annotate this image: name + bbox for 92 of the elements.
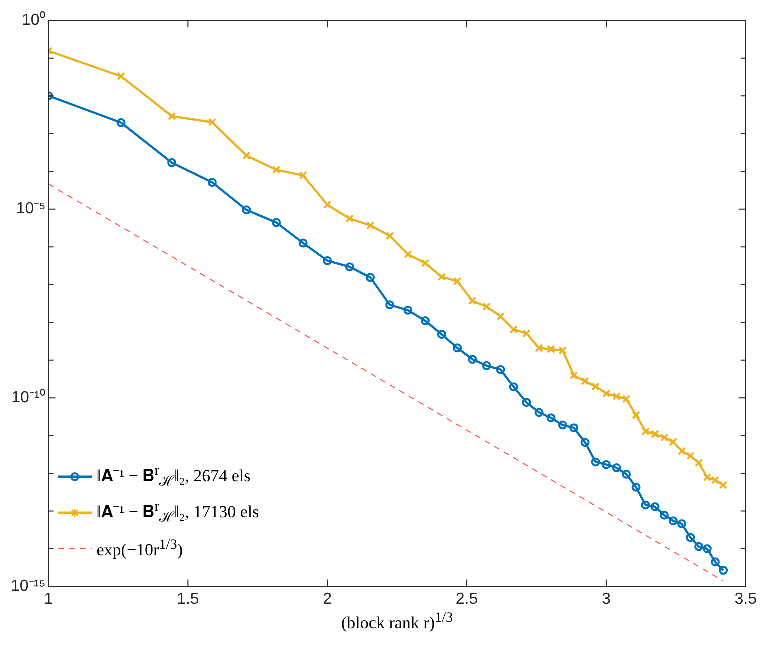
point <box>438 272 446 282</box>
point <box>509 382 518 392</box>
y-tick-label: 10⁻¹⁰ <box>12 388 46 406</box>
point <box>168 158 177 168</box>
point <box>404 306 413 315</box>
point <box>366 221 375 230</box>
point <box>346 214 354 224</box>
point <box>602 390 611 398</box>
point <box>632 482 641 492</box>
point <box>386 232 394 240</box>
point <box>660 510 669 520</box>
point <box>323 200 332 210</box>
point <box>570 372 578 380</box>
point <box>719 481 728 490</box>
point <box>546 414 556 423</box>
point <box>534 408 544 418</box>
x-tick-label: 1 <box>44 590 54 608</box>
point <box>547 345 556 354</box>
point <box>711 476 720 485</box>
x-tick-label: 3 <box>602 590 611 608</box>
point <box>694 542 704 552</box>
point <box>208 118 217 127</box>
point <box>168 112 176 121</box>
point <box>437 330 446 340</box>
point <box>678 447 686 456</box>
point <box>116 118 126 128</box>
point <box>602 460 611 470</box>
point <box>668 516 678 526</box>
point <box>558 420 568 430</box>
point <box>272 218 282 228</box>
point <box>650 502 660 512</box>
x-tick-label: 2.5 <box>456 590 478 608</box>
point <box>641 500 650 510</box>
point <box>694 458 704 468</box>
legend-label: ‖𝐀⁻¹ − 𝐁$^{r}$$_{ℋ}$‖₂, 2674 els <box>96 462 251 491</box>
y-tick-label: 10⁰ <box>22 11 46 30</box>
point <box>660 434 669 442</box>
point <box>522 398 532 408</box>
point <box>453 344 462 353</box>
point <box>612 392 621 401</box>
point <box>468 355 478 364</box>
point <box>651 430 660 438</box>
point <box>420 316 430 326</box>
point <box>323 256 332 266</box>
point <box>678 520 687 529</box>
point <box>570 424 579 433</box>
point <box>242 206 252 215</box>
point <box>386 300 395 310</box>
point <box>208 178 217 188</box>
point <box>686 452 695 460</box>
point <box>703 473 712 482</box>
point <box>272 166 281 174</box>
point <box>632 411 640 420</box>
x-axis-title: (block rank r)$^{1/3}$ <box>340 610 454 634</box>
point <box>669 438 678 446</box>
point <box>496 365 506 374</box>
point <box>622 470 632 479</box>
point <box>702 544 712 554</box>
point <box>622 395 631 404</box>
point <box>453 277 462 286</box>
point <box>580 438 590 448</box>
point <box>404 250 412 259</box>
point <box>510 325 518 334</box>
legend-label: ‖𝐀⁻¹ − 𝐁$^{r}$$_{ℋ}$‖₂, 17130 els <box>96 498 260 527</box>
point <box>421 259 430 268</box>
point <box>642 427 650 436</box>
point <box>558 346 568 355</box>
x-tick-label: 1.5 <box>177 590 200 608</box>
point <box>468 296 477 306</box>
y-tick-label: 10⁻⁵ <box>16 200 46 218</box>
point <box>710 558 720 567</box>
point <box>345 262 354 272</box>
point <box>298 238 308 248</box>
point <box>686 533 696 542</box>
point <box>366 273 376 282</box>
point <box>496 312 505 321</box>
point <box>719 566 728 576</box>
point <box>612 464 622 473</box>
point <box>117 72 126 81</box>
point <box>591 458 600 467</box>
point <box>482 361 492 370</box>
point <box>581 377 590 386</box>
point <box>299 171 308 180</box>
point <box>535 344 544 352</box>
legend-label: exp(−10r$^{1/3}$) <box>96 536 183 561</box>
point <box>482 302 492 312</box>
x-tick-label: 2 <box>323 590 332 608</box>
point <box>522 329 531 338</box>
y-tick-label: 10⁻¹⁵ <box>10 578 46 596</box>
x-tick-label: 3.5 <box>734 590 758 608</box>
point <box>592 382 600 391</box>
point <box>242 152 251 160</box>
